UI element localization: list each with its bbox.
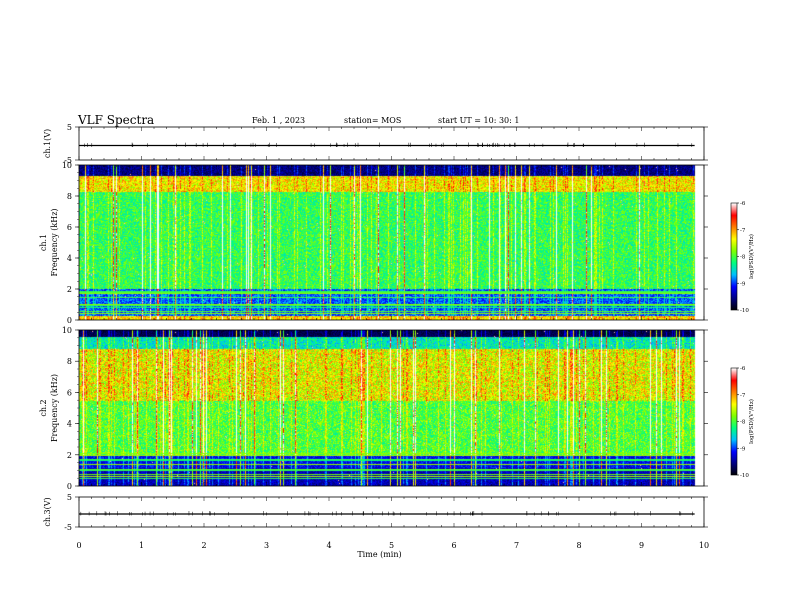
colorbar-tick-label: -9 [740,281,746,287]
colorbar-2 [731,368,737,475]
colorbar-label: log(PSD)(V²/Hz) [748,234,755,279]
ylabel-frequency: Frequency (kHz) [50,208,59,276]
colorbar-tick-label: -10 [740,473,749,479]
y-tick-label: 6 [67,223,72,232]
x-tick-label: 2 [201,541,206,550]
colorbar-tick-label: -7 [740,393,746,399]
colorbar-tick-label: -10 [740,308,749,314]
ylabel-frequency: Frequency (kHz) [50,374,59,442]
x-tick-label: 8 [576,541,581,550]
y-tick-label: 4 [67,420,72,429]
ylabel-voltage: ch.1(V) [43,129,52,158]
colorbar-tick-label: -7 [740,228,746,234]
colorbar-tick-label: -6 [740,201,746,207]
colorbar-tick-label: -6 [740,366,746,372]
colorbar-tick-label: -9 [740,446,746,452]
y-tick-label: -5 [64,523,72,532]
y-tick-label: 5 [67,493,72,502]
y-tick-label: 5 [67,123,72,132]
panel-frame [78,126,705,161]
x-tick-label: 4 [326,541,331,550]
x-tick-label: 7 [514,541,519,550]
y-tick-label: 0 [67,482,72,491]
colorbar-tick-label: -8 [740,255,746,261]
panel-frame [78,496,705,528]
ylabel-voltage: ch.3(V) [43,497,52,526]
figure-title: VLF Spectra [78,113,155,127]
x-axis-label: Time (min) [357,550,401,559]
x-tick-label: 6 [451,541,456,550]
station-label: station= MOS [344,116,402,125]
spectrogram-ch2 [79,330,704,486]
ylabel-channel: ch.2 [39,399,48,416]
y-tick-label: 8 [67,357,72,366]
y-tick-label: 10 [62,161,72,170]
x-tick-label: 5 [389,541,394,550]
x-tick-label: 3 [264,541,269,550]
start-time-label: start UT = 10: 30: 1 [438,116,520,125]
colorbar-1 [731,203,737,310]
x-tick-label: 9 [639,541,644,550]
y-tick-label: 6 [67,388,72,397]
y-tick-label: 8 [67,192,72,201]
ylabel-channel: ch.1 [39,234,48,251]
date-label: Feb. 1 , 2023 [252,116,306,125]
y-tick-label: 4 [67,254,72,263]
x-tick-label: 0 [76,541,81,550]
colorbar-label: log(PSD)(V²/Hz) [748,399,755,444]
y-tick-label: -5 [64,156,72,165]
x-tick-label: 10 [699,541,709,550]
y-tick-label: 0 [67,316,72,325]
y-tick-label: 2 [67,285,72,294]
colorbar-tick-label: -8 [740,420,746,426]
x-tick-label: 1 [139,541,144,550]
spectrogram-ch1 [79,165,704,320]
y-tick-label: 10 [62,326,72,335]
y-tick-label: 2 [67,451,72,460]
